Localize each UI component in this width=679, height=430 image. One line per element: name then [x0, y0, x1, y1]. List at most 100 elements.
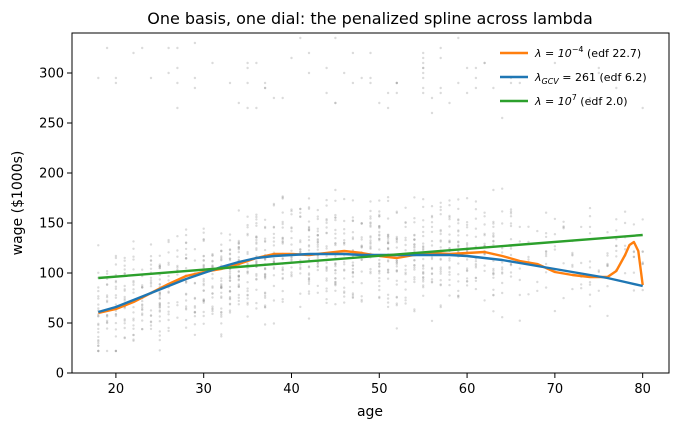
scatter-point — [307, 266, 311, 269]
scatter-point — [457, 222, 460, 225]
scatter-point — [255, 301, 258, 305]
scatter-point — [158, 349, 161, 352]
scatter-point — [544, 211, 548, 214]
scatter-point — [378, 224, 381, 228]
scatter-point — [132, 319, 135, 322]
scatter-point — [228, 239, 232, 242]
scatter-point — [492, 273, 495, 276]
scatter-point — [501, 251, 504, 254]
scatter-point — [571, 254, 574, 257]
scatter-point — [202, 263, 205, 267]
scatter-point — [220, 307, 223, 310]
scatter-point — [343, 286, 346, 289]
scatter-point — [334, 216, 337, 219]
scatter-point — [325, 198, 328, 202]
scatter-point — [439, 230, 442, 233]
scatter-point — [167, 305, 170, 309]
scatter-point — [246, 215, 249, 218]
scatter-point — [457, 240, 460, 243]
scatter-point — [615, 218, 618, 221]
scatter-point — [395, 259, 398, 262]
scatter-point — [228, 302, 232, 305]
scatter-point — [465, 249, 469, 253]
scatter-point — [474, 66, 478, 70]
scatter-point — [351, 237, 355, 241]
scatter-point — [641, 262, 644, 265]
x-tick-label: 80 — [634, 382, 651, 397]
scatter-point — [246, 287, 249, 290]
scatter-point — [404, 206, 407, 209]
scatter-point — [386, 247, 390, 250]
scatter-point — [281, 289, 284, 293]
scatter-point — [149, 327, 153, 331]
scatter-point — [369, 225, 372, 228]
scatter-point — [448, 278, 451, 282]
scatter-point — [237, 241, 240, 244]
scatter-point — [395, 241, 398, 244]
scatter-point — [272, 96, 276, 100]
scatter-point — [307, 238, 311, 242]
scatter-point — [351, 199, 355, 202]
scatter-point — [386, 242, 390, 245]
scatter-point — [457, 289, 460, 293]
scatter-point — [193, 305, 197, 308]
scatter-point — [422, 198, 425, 201]
scatter-point — [395, 237, 398, 240]
scatter-point — [114, 76, 118, 80]
scatter-point — [465, 243, 469, 247]
scatter-point — [641, 250, 644, 253]
scatter-point — [246, 270, 249, 273]
scatter-point — [386, 233, 390, 236]
scatter-point — [544, 254, 548, 258]
scatter-point — [422, 278, 425, 281]
scatter-point — [606, 252, 609, 255]
scatter-point — [316, 230, 319, 233]
scatter-point — [184, 247, 188, 251]
scatter-point — [237, 250, 240, 254]
scatter-point — [141, 313, 144, 317]
scatter-point — [474, 260, 478, 263]
scatter-point — [413, 310, 416, 313]
scatter-point — [193, 315, 197, 318]
scatter-point — [220, 277, 223, 280]
scatter-point — [290, 56, 293, 60]
scatter-point — [167, 240, 170, 244]
scatter-point — [404, 268, 407, 271]
scatter-point — [158, 315, 161, 318]
scatter-point — [430, 272, 434, 276]
scatter-point — [413, 221, 416, 224]
scatter-point — [501, 271, 504, 274]
scatter-point — [422, 61, 425, 65]
scatter-point — [360, 238, 363, 241]
scatter-point — [588, 225, 592, 229]
scatter-point — [290, 271, 293, 274]
scatter-point — [307, 244, 311, 247]
scatter-point — [316, 234, 319, 237]
scatter-point — [378, 215, 381, 218]
scatter-point — [404, 302, 407, 305]
scatter-point — [158, 293, 161, 296]
scatter-point — [281, 220, 284, 224]
scatter-point — [369, 81, 372, 85]
scatter-point — [536, 289, 539, 293]
scatter-point — [562, 220, 565, 223]
scatter-point — [343, 71, 346, 75]
scatter-point — [580, 261, 583, 265]
scatter-point — [518, 240, 521, 243]
scatter-point — [395, 239, 398, 242]
scatter-point — [413, 308, 416, 311]
scatter-point — [281, 300, 284, 303]
scatter-point — [281, 195, 284, 198]
scatter-point — [167, 263, 170, 266]
scatter-point — [114, 263, 118, 266]
scatter-point — [501, 291, 504, 295]
scatter-point — [422, 242, 425, 245]
scatter-point — [422, 280, 425, 283]
scatter-point — [114, 81, 118, 85]
scatter-point — [378, 296, 381, 300]
scatter-point — [228, 257, 232, 260]
scatter-point — [132, 279, 135, 283]
scatter-point — [123, 259, 126, 262]
scatter-point — [228, 295, 232, 299]
scatter-point — [220, 249, 223, 253]
